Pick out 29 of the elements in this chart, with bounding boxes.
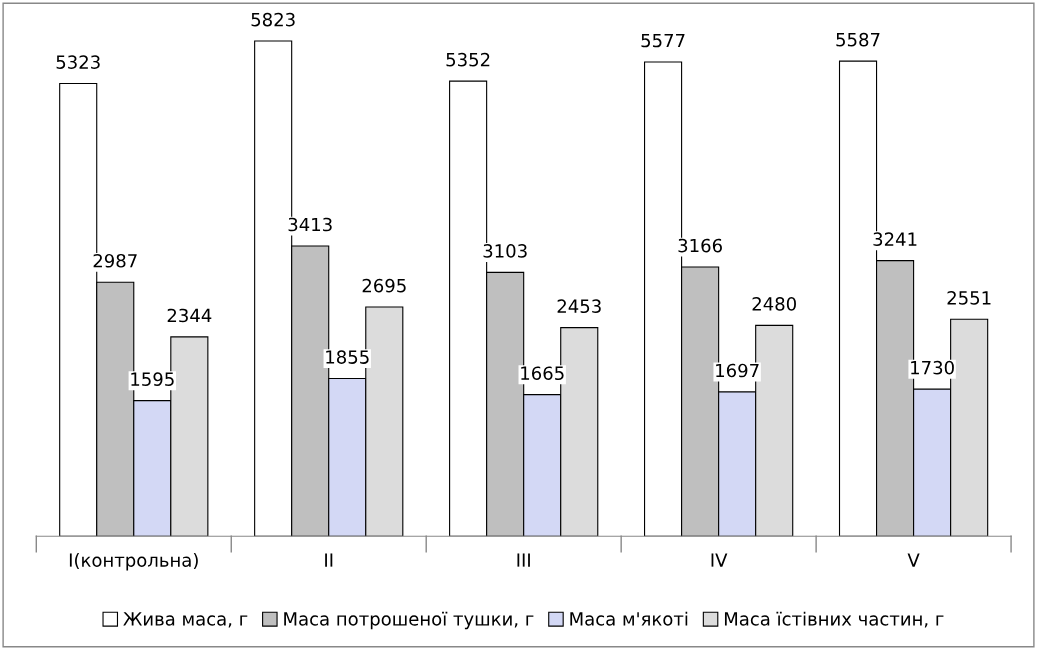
x-tick-label: V	[907, 553, 920, 567]
legend-label: Маса їстівних частин, г	[724, 611, 944, 628]
data-label: 3241	[873, 232, 917, 246]
data-label: 1595	[131, 372, 174, 386]
legend-label: Жива маса, г	[123, 612, 248, 628]
data-label: 3413	[288, 217, 332, 232]
x-tick-label: I(контрольна)	[69, 552, 198, 571]
data-label: 5587	[836, 32, 880, 47]
data-label: 5823	[251, 12, 295, 27]
data-label: 2344	[167, 308, 212, 323]
data-label: 3103	[483, 244, 527, 258]
data-label: 1665	[521, 366, 564, 381]
data-label: 2453	[557, 299, 601, 314]
data-label: 1855	[326, 350, 369, 364]
data-label: 2480	[752, 297, 796, 311]
x-tick-label: III	[517, 553, 530, 567]
data-label: 2987	[93, 253, 137, 268]
legend-label: Маса м'якоті	[570, 611, 688, 626]
data-label: 2695	[362, 278, 406, 293]
data-label: 5577	[641, 33, 685, 48]
x-tick-label: IV	[711, 553, 728, 567]
data-label: 3166	[678, 238, 722, 253]
x-tick-label: II	[325, 553, 333, 567]
data-label: 5352	[446, 52, 490, 67]
data-label: 1697	[716, 363, 759, 378]
legend-label: Маса потрошеної тушки, г	[284, 611, 534, 630]
data-label: 1730	[911, 360, 954, 375]
data-label: 2551	[947, 291, 991, 305]
data-label: 5323	[56, 55, 100, 69]
